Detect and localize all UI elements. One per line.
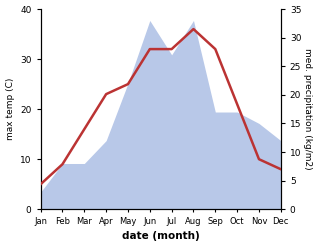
- Y-axis label: med. precipitation (kg/m2): med. precipitation (kg/m2): [303, 48, 313, 170]
- Y-axis label: max temp (C): max temp (C): [5, 78, 15, 140]
- X-axis label: date (month): date (month): [122, 231, 200, 242]
